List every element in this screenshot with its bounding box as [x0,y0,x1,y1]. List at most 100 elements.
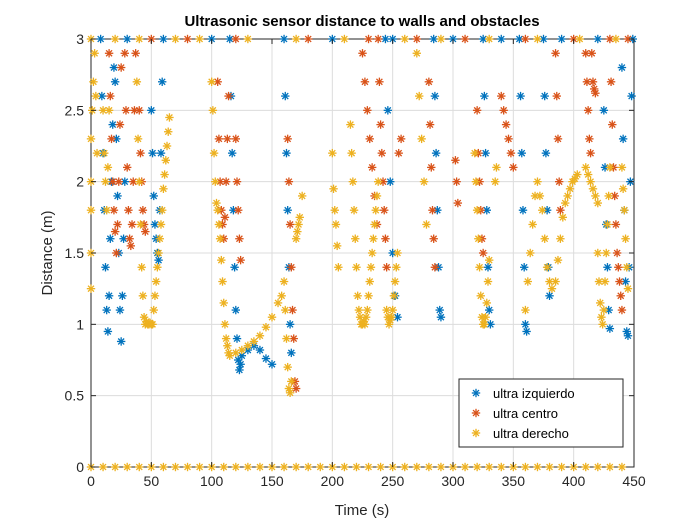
data-point [586,177,595,186]
data-point [340,462,349,472]
x-tick-label: 50 [144,473,160,489]
data-marks [86,34,637,472]
data-point [349,206,359,215]
data-point [521,34,530,44]
data-point [430,263,440,272]
series-2 [104,34,633,393]
data-point [86,284,96,293]
data-point [533,34,542,44]
data-point [491,177,500,186]
data-point [115,305,125,315]
data-point [533,177,542,186]
data-point [540,234,549,243]
data-point [366,263,376,272]
data-point [281,305,290,315]
data-point [422,220,431,229]
data-point [255,462,265,472]
data-point [149,191,158,201]
data-point [364,462,373,472]
data-point [364,291,373,300]
data-point [381,34,390,44]
y-tick-label: 3 [76,31,84,47]
data-point [106,234,115,243]
data-point [608,120,617,129]
data-point [436,462,446,472]
data-point [429,34,438,44]
x-tick-label: 250 [381,473,405,489]
data-point [161,156,171,165]
data-point [478,248,488,258]
data-point [429,234,438,243]
data-point [157,206,167,215]
data-point [485,462,494,472]
data-point [521,320,530,329]
data-point [235,234,244,243]
data-point [330,206,339,215]
data-point [417,134,426,144]
data-point [618,134,628,144]
data-point [153,263,162,272]
data-point [104,49,114,58]
data-point [183,462,192,472]
data-point [135,177,144,186]
data-point [217,255,226,265]
data-point [598,320,607,329]
data-point [415,91,424,101]
data-point [123,163,132,172]
data-point [542,263,552,272]
data-point [113,191,122,201]
data-point [614,263,623,272]
data-point [563,191,572,201]
data-point [599,305,609,315]
data-point [97,91,107,101]
data-point [291,34,301,44]
data-point [389,291,399,300]
data-point [230,263,239,272]
data-point [100,148,109,158]
data-point [110,462,120,472]
y-tick-label: 2 [76,174,84,190]
data-point [135,462,144,472]
data-point [367,248,377,258]
data-point [390,277,400,286]
data-point [492,163,501,172]
data-point [612,248,622,258]
data-point [606,77,616,86]
data-point [597,313,606,322]
y-tick-label: 0.5 [65,388,85,404]
data-point [157,77,167,86]
data-point [218,277,227,286]
data-point [92,148,102,158]
data-point [347,148,356,158]
data-point [267,360,277,369]
data-point [591,191,600,201]
data-point [106,91,115,101]
data-point [261,322,271,332]
data-point [231,305,240,315]
data-point [623,331,633,340]
data-point [372,191,382,201]
data-point [171,34,180,44]
legend-marker [471,408,481,418]
data-point [295,213,304,222]
data-point [419,177,429,186]
data-point [583,170,593,179]
data-point [558,213,568,222]
data-point [588,184,598,193]
x-tick-label: 450 [622,473,646,489]
data-point [156,220,166,229]
data-point [273,298,283,308]
data-point [394,148,403,158]
data-point [149,305,158,315]
data-point [138,206,148,215]
data-point [370,220,379,229]
data-point [219,298,228,308]
data-point [369,234,378,243]
data-point [340,34,349,44]
data-point [351,234,360,243]
data-point [460,462,470,472]
data-point [521,305,530,315]
data-point [412,49,421,58]
data-point [116,337,126,346]
data-point [516,91,525,101]
